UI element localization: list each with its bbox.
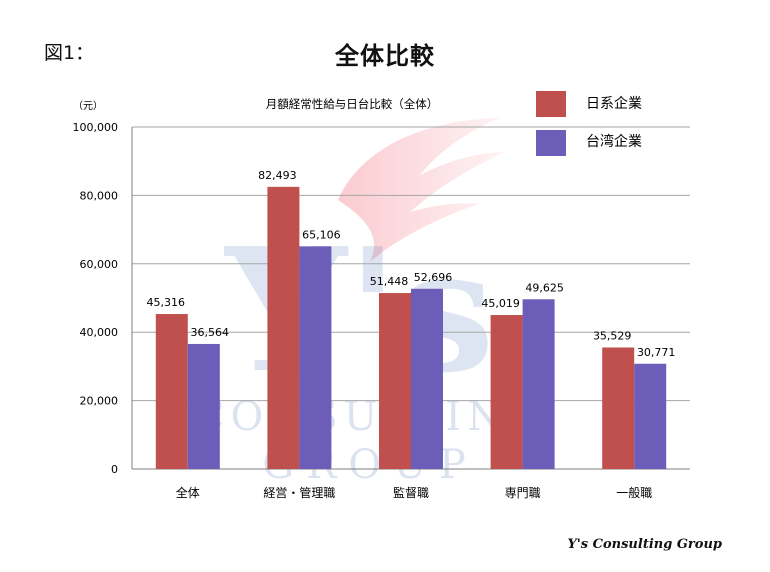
- legend-swatch-japanese-firms: [536, 91, 566, 117]
- data-label: 49,625: [525, 281, 564, 294]
- data-label: 51,448: [370, 275, 409, 288]
- legend-label-taiwanese-firms: 台湾企業: [586, 133, 642, 150]
- bar-taiwanese-4: [634, 363, 667, 469]
- y-axis-unit-label: （元）: [73, 100, 103, 112]
- x-tick-label: 監督職: [393, 485, 429, 500]
- x-tick-label: 一般職: [616, 485, 652, 500]
- data-label: 30,771: [637, 346, 676, 359]
- data-label: 65,106: [302, 228, 341, 241]
- legend-label-japanese-firms: 日系企業: [586, 95, 642, 112]
- y-tick-label: 20,000: [80, 395, 119, 408]
- legend-swatch-taiwanese-firms: [536, 130, 566, 156]
- page-title: 全体比較: [335, 42, 435, 70]
- chart-title: 月額経常性給与日台比較（全体）: [266, 97, 439, 111]
- data-label: 45,316: [147, 296, 186, 309]
- bar-taiwanese-3: [522, 299, 555, 469]
- y-tick-label: 0: [111, 463, 118, 476]
- bar-japanese-1: [267, 186, 300, 469]
- watermark-line-1: CONSULTING: [194, 394, 546, 440]
- x-tick-label: 全体: [176, 485, 200, 500]
- bar-taiwanese-2: [411, 288, 443, 469]
- watermark-letters: Y's: [223, 211, 494, 411]
- data-label: 52,696: [414, 271, 453, 284]
- y-tick-label: 40,000: [80, 326, 119, 339]
- legend: 日系企業 台湾企業: [536, 91, 642, 156]
- data-label: 45,019: [481, 297, 520, 310]
- y-tick-label: 100,000: [73, 121, 119, 134]
- data-label: 35,529: [593, 329, 632, 342]
- footer-brand: Y's Consulting Group: [567, 537, 722, 552]
- bar-taiwanese-0: [187, 343, 220, 469]
- data-label: 36,564: [191, 326, 230, 339]
- y-tick-label: 80,000: [80, 189, 119, 202]
- figure-label: 図1：: [44, 42, 95, 64]
- wing-icon: [338, 118, 505, 262]
- bar-japanese-2: [379, 293, 411, 469]
- y-tick-label: 60,000: [80, 258, 119, 271]
- x-tick-label: 経営・管理職: [263, 485, 335, 500]
- bar-taiwanese-1: [299, 246, 332, 469]
- x-tick-label: 専門職: [505, 486, 541, 500]
- bar-japanese-3: [490, 315, 523, 469]
- bar-japanese-4: [602, 347, 635, 469]
- bar-japanese-0: [155, 314, 188, 469]
- data-label: 82,493: [258, 169, 297, 182]
